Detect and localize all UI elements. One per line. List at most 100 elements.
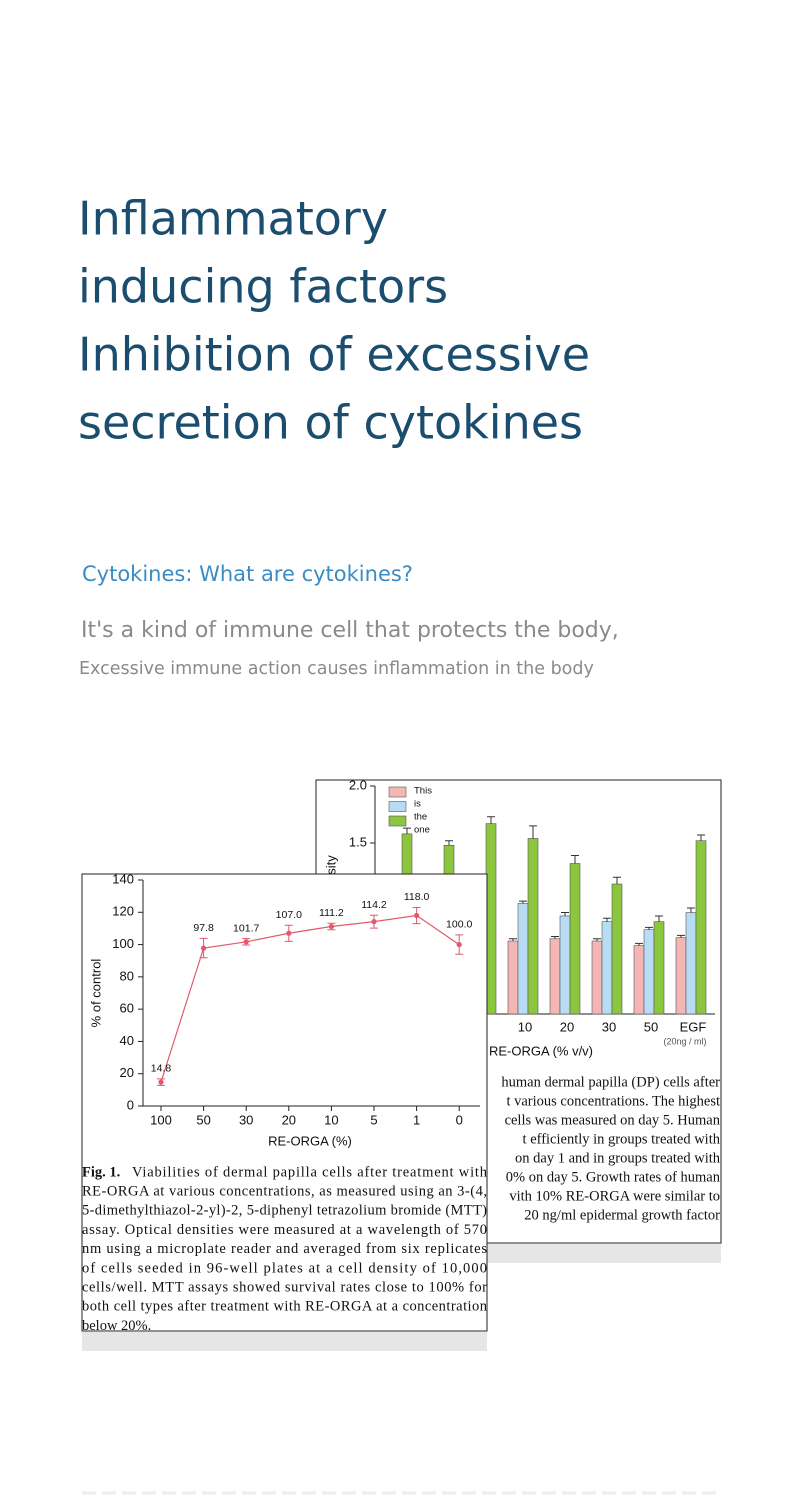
data-label: 14.8 (151, 1063, 172, 1075)
y-tick-label: 140 (112, 871, 134, 886)
point (201, 945, 207, 951)
data-label: 100.0 (446, 919, 472, 931)
subtitle: Cytokines: What are cytokines? (82, 562, 413, 586)
error-bar (571, 855, 579, 864)
caption-label: Fig. 1. (82, 1164, 120, 1180)
error-bar (655, 915, 663, 922)
bar (633, 945, 645, 1015)
x-tick-label: EGF (680, 1019, 707, 1034)
error-bar (635, 942, 643, 946)
bar (611, 883, 623, 1015)
caption-line: human dermal papilla (DP) cells after (501, 1074, 720, 1090)
caption-line: of cells seeded in 96-well plates at a c… (82, 1260, 487, 1276)
y-label: sity (323, 855, 338, 875)
error-bar (445, 840, 453, 846)
point (286, 930, 292, 936)
bar (549, 938, 561, 1015)
y-tick-label: 20 (120, 1065, 134, 1080)
data-label: 101.7 (233, 922, 259, 934)
data-label: 111.2 (319, 907, 344, 919)
bar (517, 903, 529, 1015)
point (456, 941, 462, 948)
x-tick-label: 20 (282, 1112, 296, 1127)
error-bar (403, 827, 411, 834)
y-tick-label: 1.5 (349, 834, 367, 849)
lead: It's a kind of immune cell that protects… (81, 618, 619, 643)
shadow (487, 1244, 721, 1263)
heading: Inflammatory (78, 192, 388, 246)
x-tick-label: 0 (456, 1112, 463, 1127)
error-bar (487, 816, 495, 824)
y-tick-label: 2.0 (349, 777, 367, 792)
y-tick-label: 40 (120, 1033, 134, 1048)
y-tick-label: 0 (127, 1097, 134, 1112)
heading: secretion of cytokines (78, 396, 583, 450)
bar (507, 940, 519, 1015)
y-tick-label: 120 (112, 904, 134, 919)
x-tick-label: 50 (644, 1019, 658, 1034)
heading: inducing factors (78, 260, 448, 314)
error-bar (687, 907, 695, 913)
point (243, 939, 249, 945)
data-label: 114.2 (361, 899, 387, 911)
legend-text: is (414, 799, 421, 810)
bar (685, 912, 697, 1015)
legend-swatch (388, 801, 407, 812)
caption-line: on day 1 and in groups treated with (515, 1150, 721, 1166)
x-label: RE-ORGA (%) (268, 1133, 352, 1148)
heading: Inhibition of excessive (78, 328, 590, 382)
error-bar (561, 912, 569, 916)
caption-line: cells/well. MTT assays showed survival r… (82, 1280, 487, 1296)
error-bar (593, 938, 601, 942)
y-tick-label: 80 (120, 968, 134, 983)
bar (569, 863, 581, 1015)
legend-text: the (414, 812, 427, 823)
caption-line: cells was measured on day 5. Human (505, 1112, 721, 1128)
caption-line: t various concentrations. The highest (506, 1093, 720, 1109)
caption-line: t efficiently in groups treated with (523, 1131, 721, 1147)
point (414, 912, 420, 919)
bar (527, 838, 539, 1015)
x-tick-label: 50 (196, 1112, 210, 1127)
bar (559, 915, 571, 1015)
bar (643, 929, 655, 1015)
x-tick-label: 10 (518, 1019, 532, 1034)
bar (695, 840, 707, 1015)
legend-text: one (414, 825, 430, 836)
legend-swatch (388, 786, 407, 798)
legend-swatch (388, 815, 407, 827)
error-bar (645, 926, 653, 930)
data-label: 118.0 (404, 891, 430, 903)
x-tick-label: 30 (602, 1019, 616, 1034)
category-note: (20ng / ml) (663, 1036, 706, 1046)
error-bar (529, 825, 537, 839)
shadow (82, 1332, 487, 1351)
error-bar (697, 834, 705, 841)
y-label: % of control (88, 959, 103, 1028)
caption-line: vith 10% RE-ORGA were similar to (509, 1188, 720, 1204)
x-tick-label: 30 (239, 1112, 253, 1127)
figure-frame (81, 873, 488, 1332)
caption-line: 20 ng/ml epidermal growth factor (524, 1207, 720, 1223)
x-tick-label: 20 (560, 1019, 574, 1034)
error-bar (603, 917, 611, 922)
point (158, 1079, 164, 1085)
caption-line: below 20%. (82, 1318, 151, 1334)
bar (653, 921, 665, 1015)
point (371, 919, 377, 925)
caption-line: assay. Optical densities were measured a… (82, 1222, 487, 1238)
point (328, 923, 334, 930)
caption-line: Viabilities of dermal papilla cells afte… (132, 1164, 488, 1180)
caption-line: 5-dimethylthiazol-2-yl)-2, 5-diphenyl te… (82, 1203, 487, 1219)
legend-text: This (414, 786, 432, 797)
x-tick-label: 10 (324, 1112, 338, 1127)
line (160, 914, 460, 1083)
bar (675, 937, 687, 1015)
x-label: RE-ORGA (% v/v) (489, 1043, 593, 1058)
caption-line: both cell types after treatment with RE-… (82, 1299, 488, 1315)
data-label: 107.0 (276, 909, 302, 921)
error-bar (613, 876, 621, 885)
error-bar (551, 935, 559, 939)
